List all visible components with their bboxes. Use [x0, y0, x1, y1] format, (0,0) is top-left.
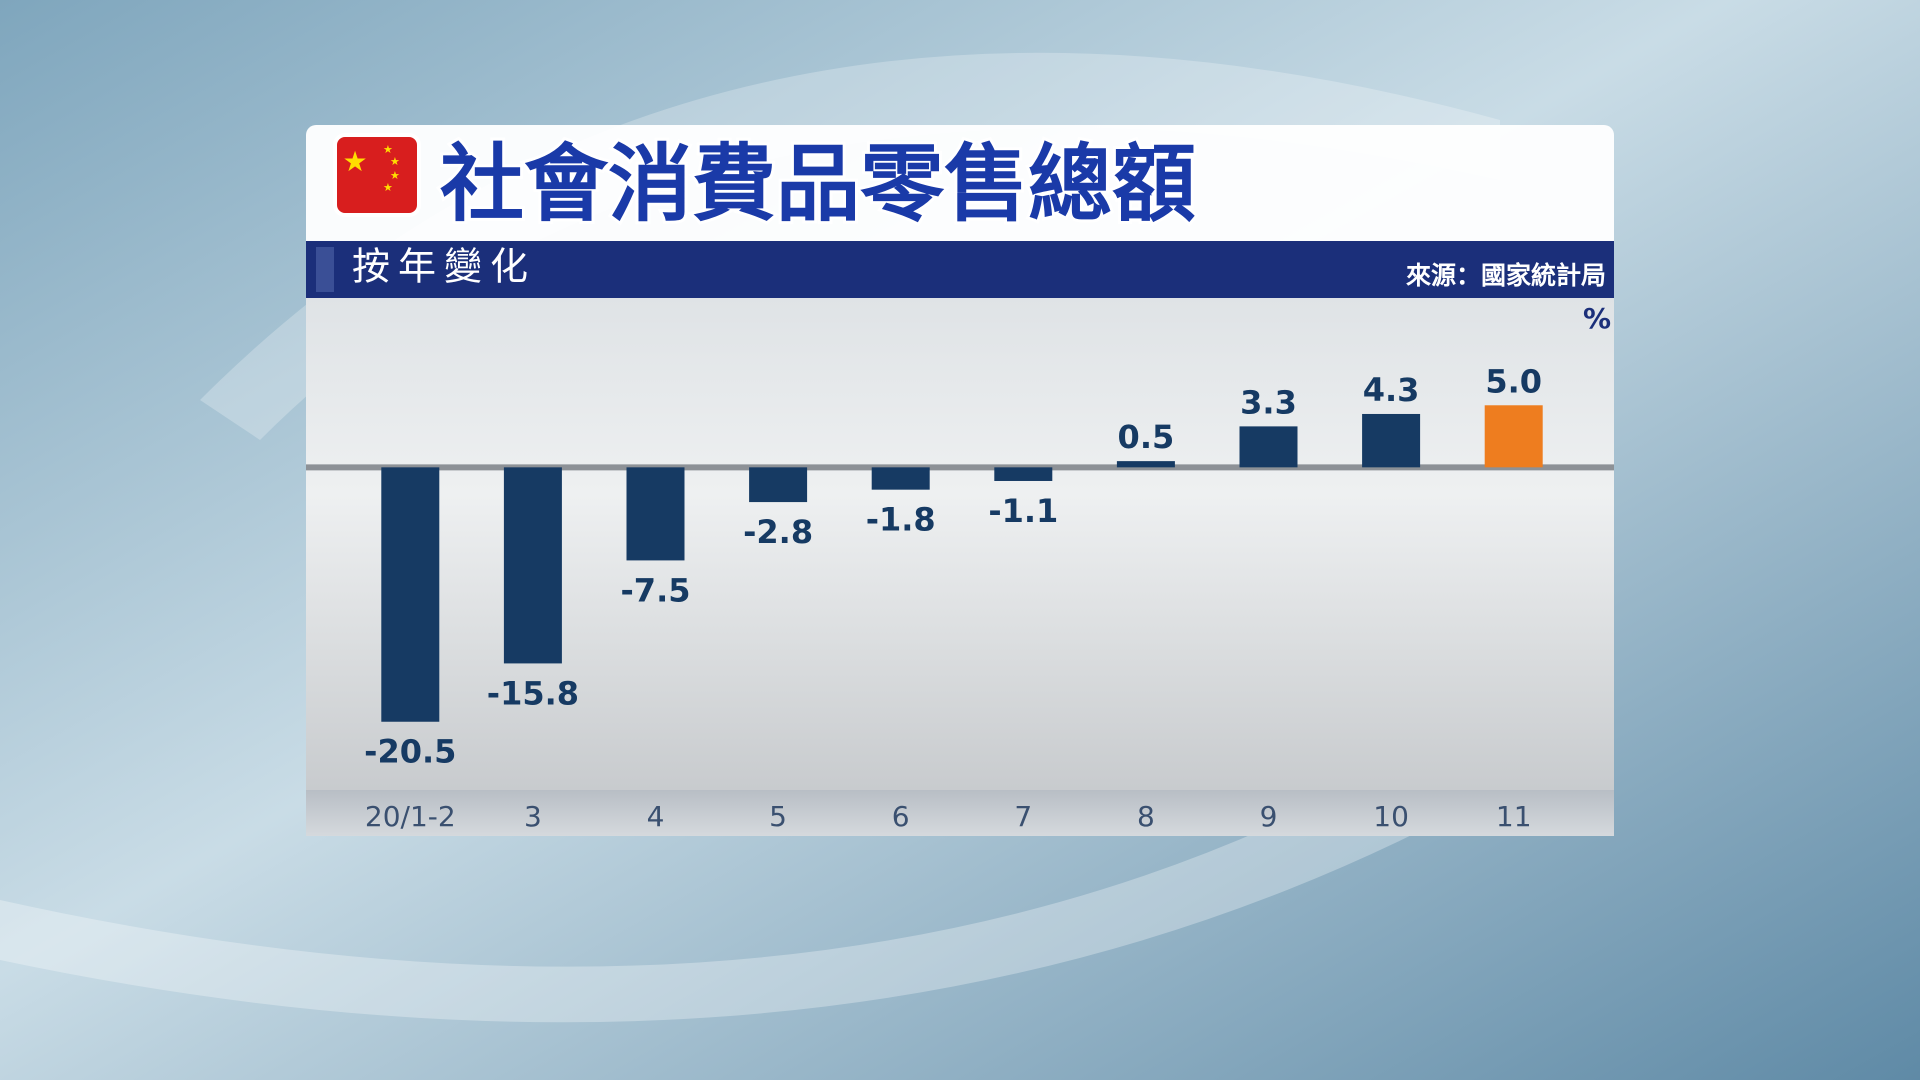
decor-arc: [0, 700, 1550, 1023]
flag-star: ★: [342, 145, 367, 178]
value-label: -1.1: [988, 492, 1058, 530]
flag: [333, 133, 421, 217]
value-label: -20.5: [364, 733, 456, 771]
bar: [749, 467, 808, 503]
x-tick-label: 7: [1014, 800, 1032, 833]
bar: [1239, 426, 1298, 468]
unit-label: %: [1583, 302, 1611, 335]
x-tick-label: 6: [892, 800, 910, 833]
x-tick-label: 3: [524, 800, 542, 833]
value-label: 3.3: [1240, 383, 1297, 421]
bar: [626, 467, 685, 561]
bar: [1362, 413, 1421, 468]
bar: [1116, 461, 1175, 468]
value-label: 5.0: [1485, 362, 1542, 400]
flag-star: ★: [383, 181, 393, 194]
bar: [381, 467, 440, 722]
value-label: 4.3: [1363, 371, 1420, 409]
x-tick-label: 8: [1137, 800, 1155, 833]
source: 來源：國家統計局: [1406, 261, 1606, 290]
x-tick-label: 4: [647, 800, 665, 833]
x-tick-label: 10: [1373, 800, 1409, 833]
value-label: -7.5: [621, 571, 691, 609]
x-tick-label: 20/1-2: [365, 800, 456, 833]
x-tick-label: 9: [1260, 800, 1278, 833]
x-tick-label: 5: [769, 800, 787, 833]
chart-subtitle: 按年變化: [352, 245, 536, 289]
bar: [503, 467, 562, 664]
subtitle-band: [306, 241, 1614, 298]
bar: [871, 467, 930, 490]
flag-star: ★: [383, 143, 393, 156]
chart-title: 社會消費品零售總額: [440, 135, 1196, 233]
value-label: -2.8: [743, 513, 813, 551]
band-marker: [316, 247, 334, 292]
category-strip: [306, 790, 1614, 836]
value-label: -1.8: [866, 501, 936, 539]
bar: [1484, 405, 1543, 468]
flag-star: ★: [390, 169, 400, 182]
x-tick-label: 11: [1496, 800, 1532, 833]
bar: [994, 467, 1053, 481]
flag-star: ★: [390, 155, 400, 168]
value-label: -15.8: [487, 674, 579, 712]
value-label: 0.5: [1118, 418, 1175, 456]
